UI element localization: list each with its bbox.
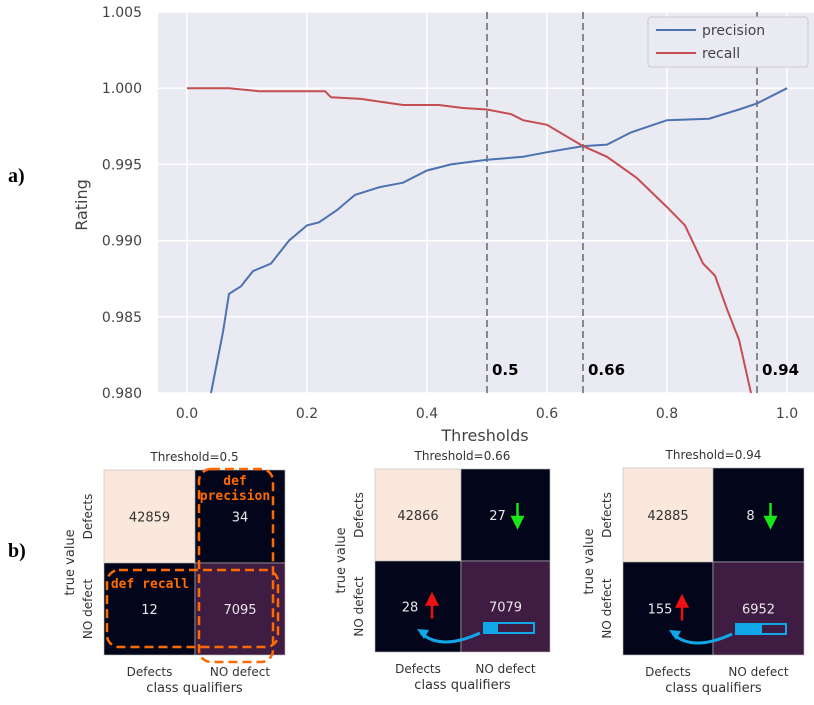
x-tick-label: 0.6 [536, 406, 558, 422]
row-label: NO defect [352, 576, 366, 636]
precision-highlight-box [197, 467, 275, 664]
recall-annotation-label: def recall [111, 577, 189, 592]
col-label: NO defect [475, 662, 535, 676]
row-label: Defects [81, 494, 95, 540]
recall-highlight-box [105, 568, 280, 649]
panel-label-a: a) [8, 165, 25, 187]
matrix-y-label: true value [63, 529, 78, 595]
row-label: Defects [600, 492, 614, 538]
matrix-x-label: class qualifiers [146, 681, 243, 696]
panel-label-b: b) [8, 540, 26, 562]
matrix-cell-value: 12 [141, 603, 158, 618]
y-tick-label: 0.995 [102, 157, 142, 173]
y-tick-label: 0.985 [102, 310, 142, 326]
matrix-y-label: true value [334, 527, 349, 593]
y-tick-label: 1.005 [102, 5, 142, 21]
threshold-label: 0.94 [762, 361, 799, 379]
y-tick-label: 0.980 [102, 386, 142, 402]
col-label: Defects [127, 665, 173, 679]
matrix-cell-value: 27 [489, 509, 506, 524]
matrix-cell-value: 42885 [647, 509, 688, 524]
arrow-up-icon [424, 591, 440, 619]
matrix-cell-value: 8 [746, 509, 754, 524]
arrow-down-icon [763, 503, 778, 530]
matrix-title: Threshold=0.5 [149, 450, 238, 464]
matrix-cell [622, 467, 714, 563]
precision-recall-chart: 0.5 0.66 0.94 0.0 0.2 0.4 0.6 0.8 1.0 0.980 0.985… [72, 5, 814, 445]
matrix-title: Threshold=0.94 [665, 448, 762, 462]
legend-label-recall: recall [702, 46, 740, 62]
arrow-up-icon [674, 593, 690, 621]
matrix-cell [712, 467, 805, 563]
matrix-cell [103, 562, 196, 656]
x-tick-label: 1.0 [776, 406, 798, 422]
matrix-cell [460, 560, 551, 653]
arrow-down-icon [510, 503, 525, 530]
confusion-matrix: Threshold=0.66 42866 27 28 7079 Defects NO def… [334, 449, 551, 693]
matrix-cell-value: 6952 [742, 603, 775, 618]
matrix-cell [194, 562, 286, 656]
matrix-cell [622, 561, 714, 656]
flow-arrowhead-icon [417, 629, 429, 639]
battery-fill [736, 624, 762, 634]
x-tick-label: 0.8 [656, 406, 678, 422]
legend: precision recall [647, 16, 809, 68]
matrix-cell-value: 34 [232, 511, 249, 526]
precision-annotation-def: def [223, 474, 246, 489]
matrix-x-label: class qualifiers [414, 678, 511, 693]
matrix-x-label: class qualifiers [665, 681, 762, 696]
matrix-cell [374, 560, 462, 653]
row-label: NO defect [600, 578, 614, 638]
matrix-cell-value: 7095 [223, 603, 256, 618]
row-label: NO defect [81, 579, 95, 639]
matrix-cell-value: 28 [402, 601, 419, 616]
matrix-y-label: true value [582, 528, 597, 594]
x-tick-label: 0.0 [176, 406, 198, 422]
matrix-cell-value: 7079 [489, 601, 522, 616]
col-label: NO defect [210, 665, 270, 679]
x-tick-label: 0.4 [416, 406, 438, 422]
col-label: Defects [645, 665, 691, 679]
battery-fill [484, 623, 498, 633]
legend-label-precision: precision [702, 23, 765, 39]
confusion-matrices: Threshold=0.5 42859 34 12 7095 Defects NO defe… [63, 448, 805, 696]
matrix-cell-value: 42859 [129, 511, 170, 526]
threshold-label: 0.5 [492, 361, 519, 379]
matrix-cell [103, 469, 196, 564]
matrix-title: Threshold=0.66 [414, 449, 511, 463]
matrix-cell [194, 469, 286, 564]
confusion-matrix: Threshold=0.94 42885 8 155 6952 Defects NO def… [582, 448, 805, 696]
matrix-cell-value: 155 [648, 603, 673, 618]
precision-annotation-label: precision [200, 489, 270, 504]
matrix-cell [374, 468, 462, 562]
row-label: Defects [352, 492, 366, 538]
series-line-precision [210, 87, 788, 394]
y-axis-label: Rating [72, 179, 91, 231]
x-axis-label: Thresholds [440, 426, 528, 445]
matrix-cell-value: 42866 [397, 509, 438, 524]
flow-arrowhead-icon [669, 630, 681, 640]
series-line-recall [187, 87, 752, 394]
y-tick-label: 1.000 [102, 81, 142, 97]
y-tick-label: 0.990 [102, 234, 142, 250]
col-label: NO defect [728, 665, 788, 679]
col-label: Defects [395, 662, 441, 676]
x-tick-label: 0.2 [296, 406, 318, 422]
matrix-cell [460, 468, 551, 562]
threshold-label: 0.66 [588, 361, 625, 379]
confusion-matrix: Threshold=0.5 42859 34 12 7095 Defects NO defe… [63, 450, 286, 696]
matrix-cell [712, 561, 805, 656]
